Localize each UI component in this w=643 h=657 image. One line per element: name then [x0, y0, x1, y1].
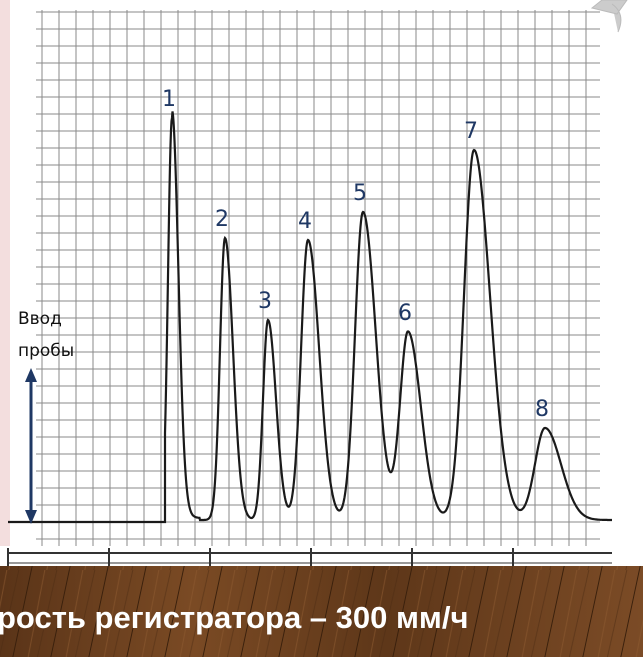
peak-label: 8 — [535, 397, 549, 422]
injection-label: пробы — [18, 341, 74, 361]
injection-label: Ввод — [18, 309, 62, 329]
peak-label: 7 — [464, 119, 478, 144]
speaker-icon — [590, 0, 628, 33]
peak-labels: 1 2 3 4 5 6 7 8 — [162, 87, 549, 422]
arrow-head-top — [25, 368, 37, 382]
scale-bar — [0, 546, 643, 568]
left-strip — [0, 0, 10, 560]
wood-planks — [0, 566, 643, 657]
chromatogram-trace — [8, 111, 612, 524]
grid — [36, 10, 614, 546]
peak-label: 4 — [298, 209, 312, 234]
arrow-head-bottom — [25, 510, 37, 524]
caption: рость регистратора – 300 мм/ч — [0, 600, 468, 635]
peak-label: 2 — [215, 207, 229, 232]
peak-label: 1 — [162, 87, 176, 112]
grid-bg — [36, 10, 614, 546]
peak-label: 3 — [258, 289, 272, 314]
peak-label: 6 — [398, 301, 412, 326]
peak-label: 5 — [353, 181, 367, 206]
